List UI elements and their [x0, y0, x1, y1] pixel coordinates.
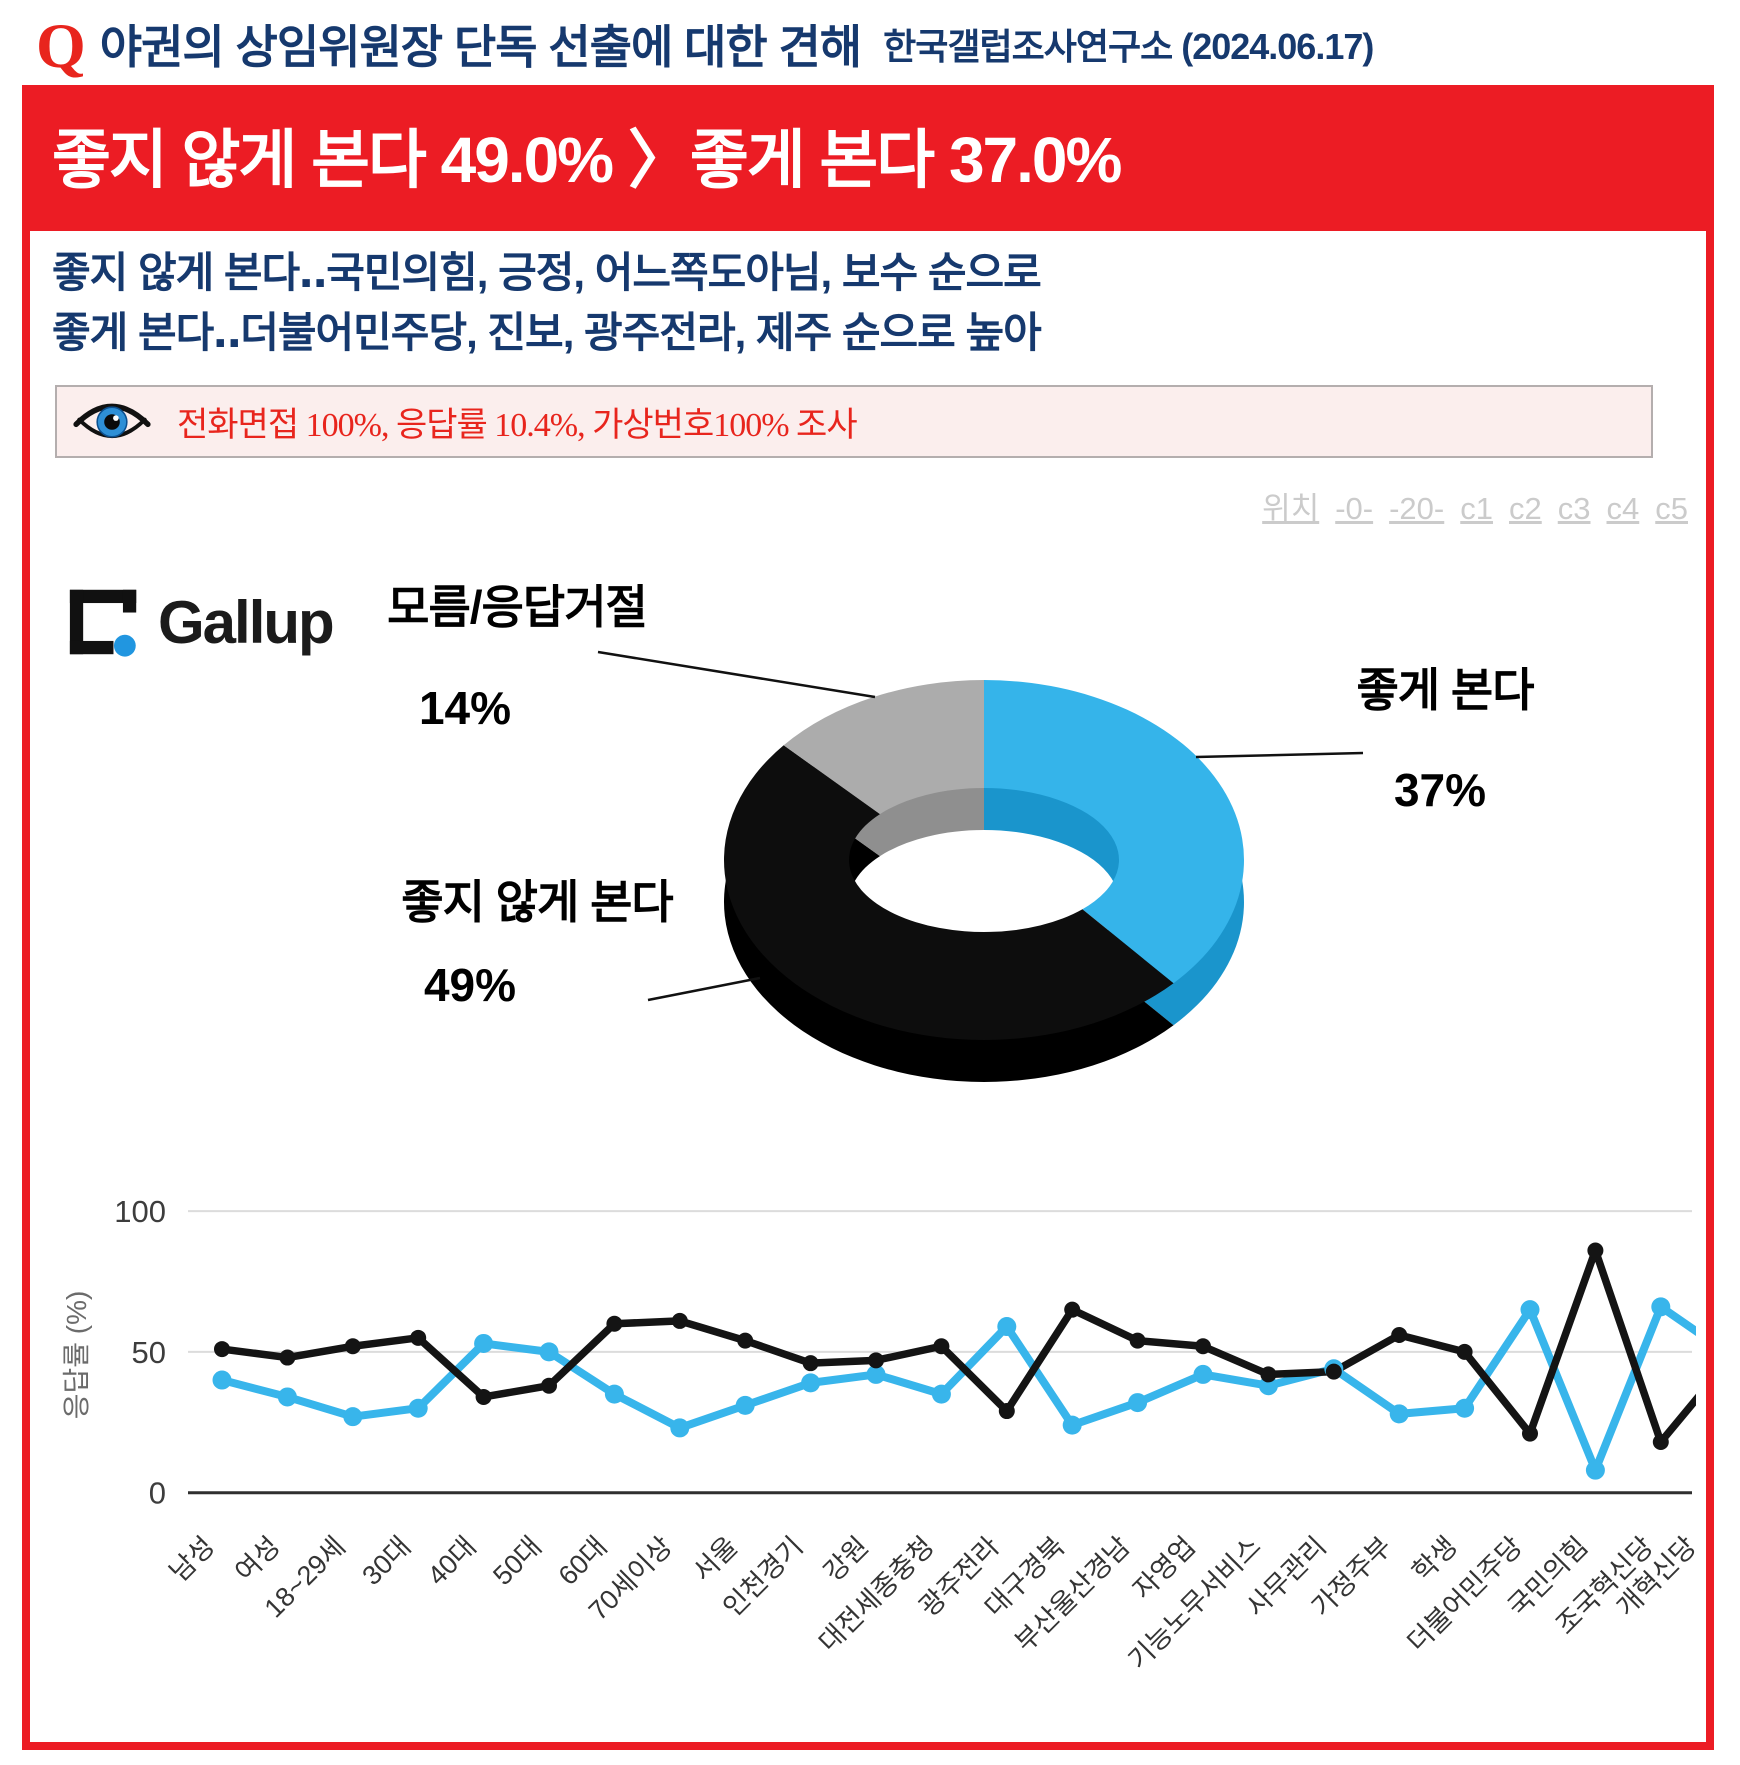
gallup-logo-icon	[69, 589, 137, 657]
eye-icon	[73, 403, 151, 438]
donut-chart: 좋게 본다 37% 좋지 않게 본다 49% 모름/응답거절 14%	[387, 581, 1535, 1083]
svg-text:남성: 남성	[164, 1531, 220, 1587]
gallup-logo: Gallup	[66, 586, 335, 658]
subtitle: 좋지 않게 본다‥국민의힘, 긍정, 어느쪽도아님, 보수 순으로 좋게 본다‥…	[52, 243, 1042, 363]
position-nav-label: 위치	[1262, 491, 1320, 526]
position-link-0[interactable]: -0-	[1335, 491, 1374, 526]
page-title: 야권의 상임위원장 단독 선출에 대한 견해	[99, 21, 862, 73]
methodology-text: 전화면접 100%, 응답률 10.4%, 가상번호100% 조사	[177, 407, 858, 444]
svg-text:30대: 30대	[356, 1531, 416, 1591]
position-link-c2[interactable]: c2	[1509, 491, 1542, 526]
svg-text:좋게 본다: 좋게 본다	[1356, 664, 1534, 716]
svg-text:강원: 강원	[818, 1531, 874, 1587]
svg-text:0: 0	[149, 1476, 166, 1511]
subtitle-line2: 좋게 본다‥더불어민주당, 진보, 광주전라, 제주 순으로 높아	[52, 309, 1042, 356]
svg-text:37%: 37%	[1394, 764, 1486, 816]
subtitle-line1: 좋지 않게 본다‥국민의힘, 긍정, 어느쪽도아님, 보수 순으로	[52, 249, 1042, 296]
svg-text:서울: 서울	[687, 1531, 743, 1587]
svg-text:좋지 않게 본다: 좋지 않게 본다	[401, 876, 673, 928]
gallup-logo-text: Gallup	[158, 588, 335, 656]
source-and-date: 한국갤럽조사연구소 (2024.06.17)	[883, 26, 1374, 67]
header: Q 야권의 상임위원장 단독 선출에 대한 견해 한국갤럽조사연구소 (2024…	[36, 10, 1374, 81]
svg-text:학생: 학생	[1406, 1531, 1462, 1587]
svg-text:100: 100	[114, 1194, 166, 1229]
position-link-c4[interactable]: c4	[1606, 491, 1640, 526]
svg-text:50대: 50대	[487, 1531, 547, 1591]
svg-text:여성: 여성	[229, 1531, 285, 1587]
position-link-c3[interactable]: c3	[1557, 491, 1591, 526]
svg-text:응답률 (%): 응답률 (%)	[61, 1291, 92, 1420]
position-link-c1[interactable]: c1	[1460, 491, 1493, 526]
svg-text:40대: 40대	[422, 1531, 482, 1591]
svg-text:모름/응답거절: 모름/응답거절	[387, 581, 647, 633]
headline-banner: 좋지 않게 본다 49.0% 〉좋게 본다 37.0%	[30, 93, 1706, 231]
svg-text:49%: 49%	[424, 959, 516, 1011]
content-frame	[22, 85, 1714, 1750]
svg-text:50: 50	[132, 1335, 166, 1370]
position-link-20[interactable]: -20-	[1389, 491, 1445, 526]
headline-text: 좋지 않게 본다 49.0% 〉좋게 본다 37.0%	[52, 124, 1122, 196]
methodology-note: 전화면접 100%, 응답률 10.4%, 가상번호100% 조사	[55, 385, 1653, 458]
svg-text:60대: 60대	[553, 1531, 613, 1591]
position-nav: 위치 -0- -20- c1 c2 c3 c4 c5	[1262, 483, 1688, 528]
svg-text:14%: 14%	[419, 682, 511, 734]
q-mark: Q	[36, 10, 86, 81]
position-link-c5[interactable]: c5	[1655, 491, 1688, 526]
